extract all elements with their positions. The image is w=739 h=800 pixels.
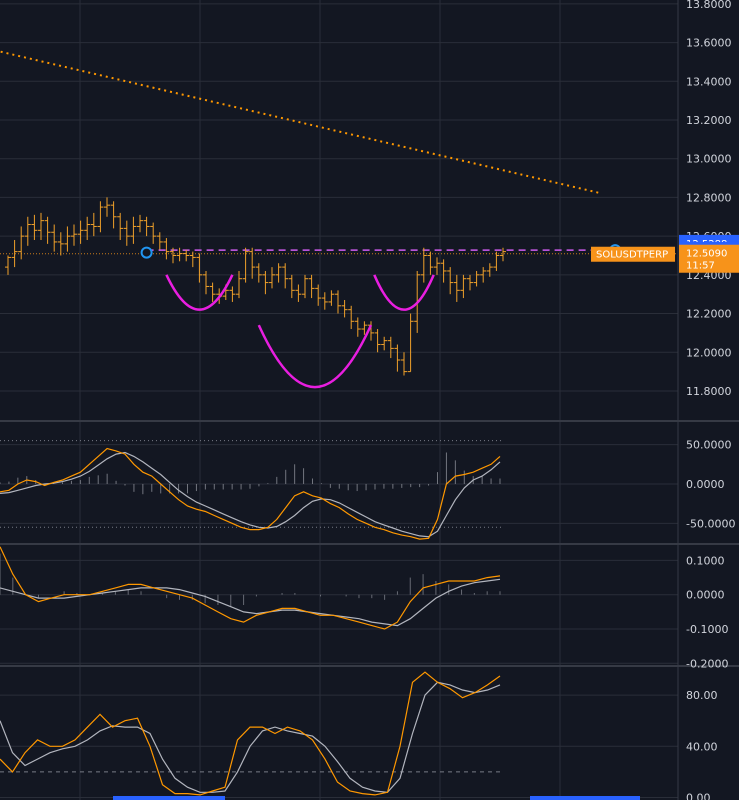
oscillator-line xyxy=(0,447,501,540)
osc3-tick-label: 0.00 xyxy=(686,791,711,800)
oscillator-line xyxy=(0,671,501,796)
osc3-tick-label: 80.00 xyxy=(686,689,718,702)
head-arc xyxy=(257,324,373,389)
left-shoulder-arc xyxy=(165,274,234,311)
oscillator-panel-3[interactable] xyxy=(0,671,502,796)
symbol-tag-text: SOLUSDTPERP xyxy=(596,250,668,261)
price-panel[interactable] xyxy=(0,50,678,389)
price-tick-label: 13.6000 xyxy=(686,37,732,50)
price-tick-label: 13.8000 xyxy=(686,0,732,11)
price-tick-label: 13.0000 xyxy=(686,153,732,166)
osc2-tick-label: -0.2000 xyxy=(686,657,728,670)
osc2-tick-label: 0.0000 xyxy=(686,589,725,602)
time-scrollbar-right[interactable] xyxy=(530,796,640,800)
signal-line xyxy=(0,578,501,627)
trendline xyxy=(0,50,603,195)
osc1-tick-label: 0.0000 xyxy=(686,478,725,491)
last-price-tag-text: 12.5090 xyxy=(686,249,727,260)
oscillator-panel-2[interactable] xyxy=(0,546,501,630)
last-price-tag-box xyxy=(679,244,739,273)
price-tick-label: 13.2000 xyxy=(686,114,732,127)
price-tick-label: 12.0000 xyxy=(686,346,732,359)
drawing-anchor-marker xyxy=(140,246,153,259)
oscillator-panel-1[interactable] xyxy=(0,440,502,540)
oscillator-line xyxy=(0,546,501,630)
osc2-tick-label: 0.1000 xyxy=(686,554,725,567)
price-tick-label: 12.2000 xyxy=(686,308,732,321)
right-shoulder-arc xyxy=(373,274,435,311)
signal-line xyxy=(0,451,501,538)
osc3-tick-label: 40.00 xyxy=(686,740,718,753)
osc2-tick-label: -0.1000 xyxy=(686,623,728,636)
price-tick-label: 11.8000 xyxy=(686,385,732,398)
price-axis[interactable]: 13.8000 13.6000 13.4000 13.2000 13.0000 12.80… xyxy=(686,0,735,800)
countdown-text: 11:57 xyxy=(686,261,715,272)
osc1-tick-label: 50.0000 xyxy=(686,439,732,452)
time-scrollbar[interactable] xyxy=(113,796,225,800)
signal-line xyxy=(0,681,501,793)
price-tick-label: 12.8000 xyxy=(686,191,732,204)
symbol-tag-box xyxy=(591,246,675,262)
price-tick-label: 13.4000 xyxy=(686,75,732,88)
osc1-tick-label: -50.0000 xyxy=(686,517,735,530)
